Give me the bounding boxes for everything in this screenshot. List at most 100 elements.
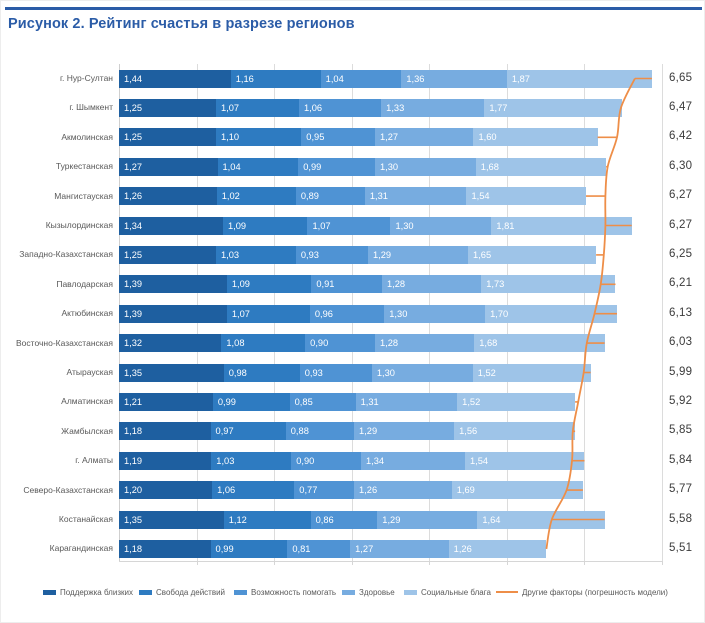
- bar-segment: 1,29: [377, 510, 478, 529]
- bar-value-label: 1,25: [124, 102, 143, 113]
- bar-segment: 1,26: [448, 539, 547, 558]
- bar-segment: 1,07: [226, 304, 310, 323]
- bar-value-label: 0,93: [300, 249, 319, 260]
- stacked-bar-row: 1,25 1,03 0,93 1,29 1,65: [119, 245, 597, 264]
- total-value-label: 6,65: [669, 71, 693, 84]
- bar-value-label: 1,12: [228, 514, 247, 525]
- region-label: Актюбинская: [61, 308, 113, 319]
- bar-segment: 0,88: [285, 422, 355, 441]
- bar-value-label: 1,29: [372, 249, 392, 260]
- bar-segment: 0,77: [294, 481, 355, 500]
- bar-segment: 1,65: [468, 245, 597, 264]
- bar-value-label: 1,70: [490, 308, 509, 319]
- bar-value-label: 1,16: [235, 73, 254, 84]
- bar-segment: 1,35: [119, 510, 224, 529]
- bar-value-label: 1,68: [480, 161, 499, 172]
- bar-segment: 0,96: [309, 304, 385, 323]
- bar-segment: 1,29: [354, 422, 455, 441]
- bar-value-label: 0,97: [215, 426, 234, 437]
- bar-value-label: 1,77: [489, 102, 508, 113]
- stacked-bar-row: 1,39 1,07 0,96 1,30 1,70: [119, 304, 617, 323]
- bar-segment: 0,86: [310, 510, 378, 529]
- bar-segment: 1,56: [454, 422, 576, 441]
- total-value-label: 6,27: [669, 189, 693, 202]
- bar-value-label: 1,04: [325, 73, 344, 84]
- bar-segment: 1,30: [374, 157, 476, 176]
- bar-segment: 1,64: [477, 510, 605, 529]
- bar-segment: 1,08: [221, 334, 306, 353]
- bar-value-label: 1,32: [124, 338, 143, 349]
- bar-segment: 1,81: [491, 216, 632, 235]
- stacked-bar-row: 1,27 1,04 0,99 1,30 1,68: [119, 157, 607, 176]
- bar-value-label: 1,30: [379, 161, 399, 172]
- bar-value-label: 1,35: [124, 514, 143, 525]
- bar-segment: 1,26: [354, 481, 452, 500]
- bar-segment: 1,44: [119, 69, 231, 88]
- bar-value-label: 1,34: [124, 220, 143, 231]
- bar-value-label: 1,29: [382, 514, 401, 525]
- bar-segment: 1,06: [298, 98, 382, 117]
- x-axis-tick: [351, 561, 353, 565]
- total-value-label: 5,84: [669, 453, 693, 466]
- bar-segment: 1,39: [119, 304, 227, 323]
- bar-value-label: 1,26: [453, 543, 472, 554]
- region-label: г. Алматы: [75, 455, 113, 466]
- bar-segment: 0,90: [305, 334, 375, 353]
- bar-value-label: 1,25: [124, 249, 143, 260]
- bar-value-label: 0,91: [316, 279, 335, 290]
- bar-segment: 1,07: [307, 216, 391, 235]
- stacked-bar-row: 1,25 1,07 1,06 1,33 1,77: [119, 98, 622, 117]
- stacked-bar-row: 1,32 1,08 0,90 1,28 1,68: [119, 334, 605, 353]
- region-label: Жамбылская: [61, 425, 113, 436]
- bar-segment: 1,25: [119, 98, 216, 117]
- bar-value-label: 1,21: [124, 396, 143, 407]
- bar-value-label: 1,06: [217, 485, 236, 496]
- stacked-bar-row: 1,20 1,06 0,77 1,26 1,69: [119, 481, 583, 500]
- bar-value-label: 1,35: [124, 367, 143, 378]
- bar-segment: 1,18: [119, 539, 211, 558]
- bar-segment: 1,54: [466, 187, 586, 206]
- bar-segment: 1,60: [473, 128, 598, 147]
- bar-segment: 1,35: [119, 363, 224, 382]
- bar-value-label: 1,31: [369, 191, 388, 202]
- bar-segment: 1,06: [212, 481, 295, 500]
- x-gridline: [662, 64, 663, 561]
- bar-value-label: 1,56: [459, 426, 478, 437]
- bar-value-label: 0,85: [294, 396, 313, 407]
- bar-segment: 0,97: [210, 422, 286, 441]
- region-label: Западно-Казахстанская: [19, 249, 113, 260]
- legend-label: Возможность помогать: [251, 587, 337, 597]
- legend-label: Свобода действий: [156, 587, 226, 597]
- bar-value-label: 1,03: [216, 455, 235, 466]
- bar-value-label: 1,69: [456, 485, 475, 496]
- stacked-bar-row: 1,35 0,98 0,93 1,30 1,52: [119, 363, 591, 382]
- stacked-bar-row: 1,21 0,99 0,85 1,31 1,52: [119, 392, 576, 411]
- total-value-label: 5,77: [669, 483, 693, 496]
- bar-segment: 1,04: [217, 157, 299, 176]
- bar-segment: 1,31: [355, 392, 458, 411]
- bar-value-label: 1,87: [511, 73, 530, 84]
- bar-segment: 1,25: [119, 128, 216, 147]
- legend-label: Социальные блага: [421, 587, 491, 597]
- bar-segment: 1,33: [381, 98, 485, 117]
- region-label: Павлодарская: [56, 278, 113, 289]
- bar-value-label: 1,39: [124, 279, 143, 290]
- total-value-label: 6,25: [669, 247, 693, 260]
- bar-segment: 1,26: [119, 187, 217, 206]
- legend-item: Здоровье: [342, 585, 395, 599]
- bar-segment: 1,68: [475, 157, 607, 176]
- bar-value-label: 1,31: [360, 396, 379, 407]
- bar-segment: 1,34: [361, 451, 465, 470]
- bar-value-label: 1,27: [355, 543, 374, 554]
- bar-value-label: 1,65: [473, 249, 492, 260]
- bar-segment: 1,10: [215, 128, 302, 147]
- bar-value-label: 1,27: [124, 161, 143, 172]
- bar-segment: 1,52: [472, 363, 591, 382]
- bar-segment: 1,03: [215, 245, 296, 264]
- bar-value-label: 1,06: [303, 102, 323, 113]
- bar-value-label: 0,99: [217, 396, 236, 407]
- bar-segment: 1,68: [474, 334, 605, 353]
- bar-segment: 1,21: [119, 392, 213, 411]
- total-value-label: 6,13: [669, 306, 693, 319]
